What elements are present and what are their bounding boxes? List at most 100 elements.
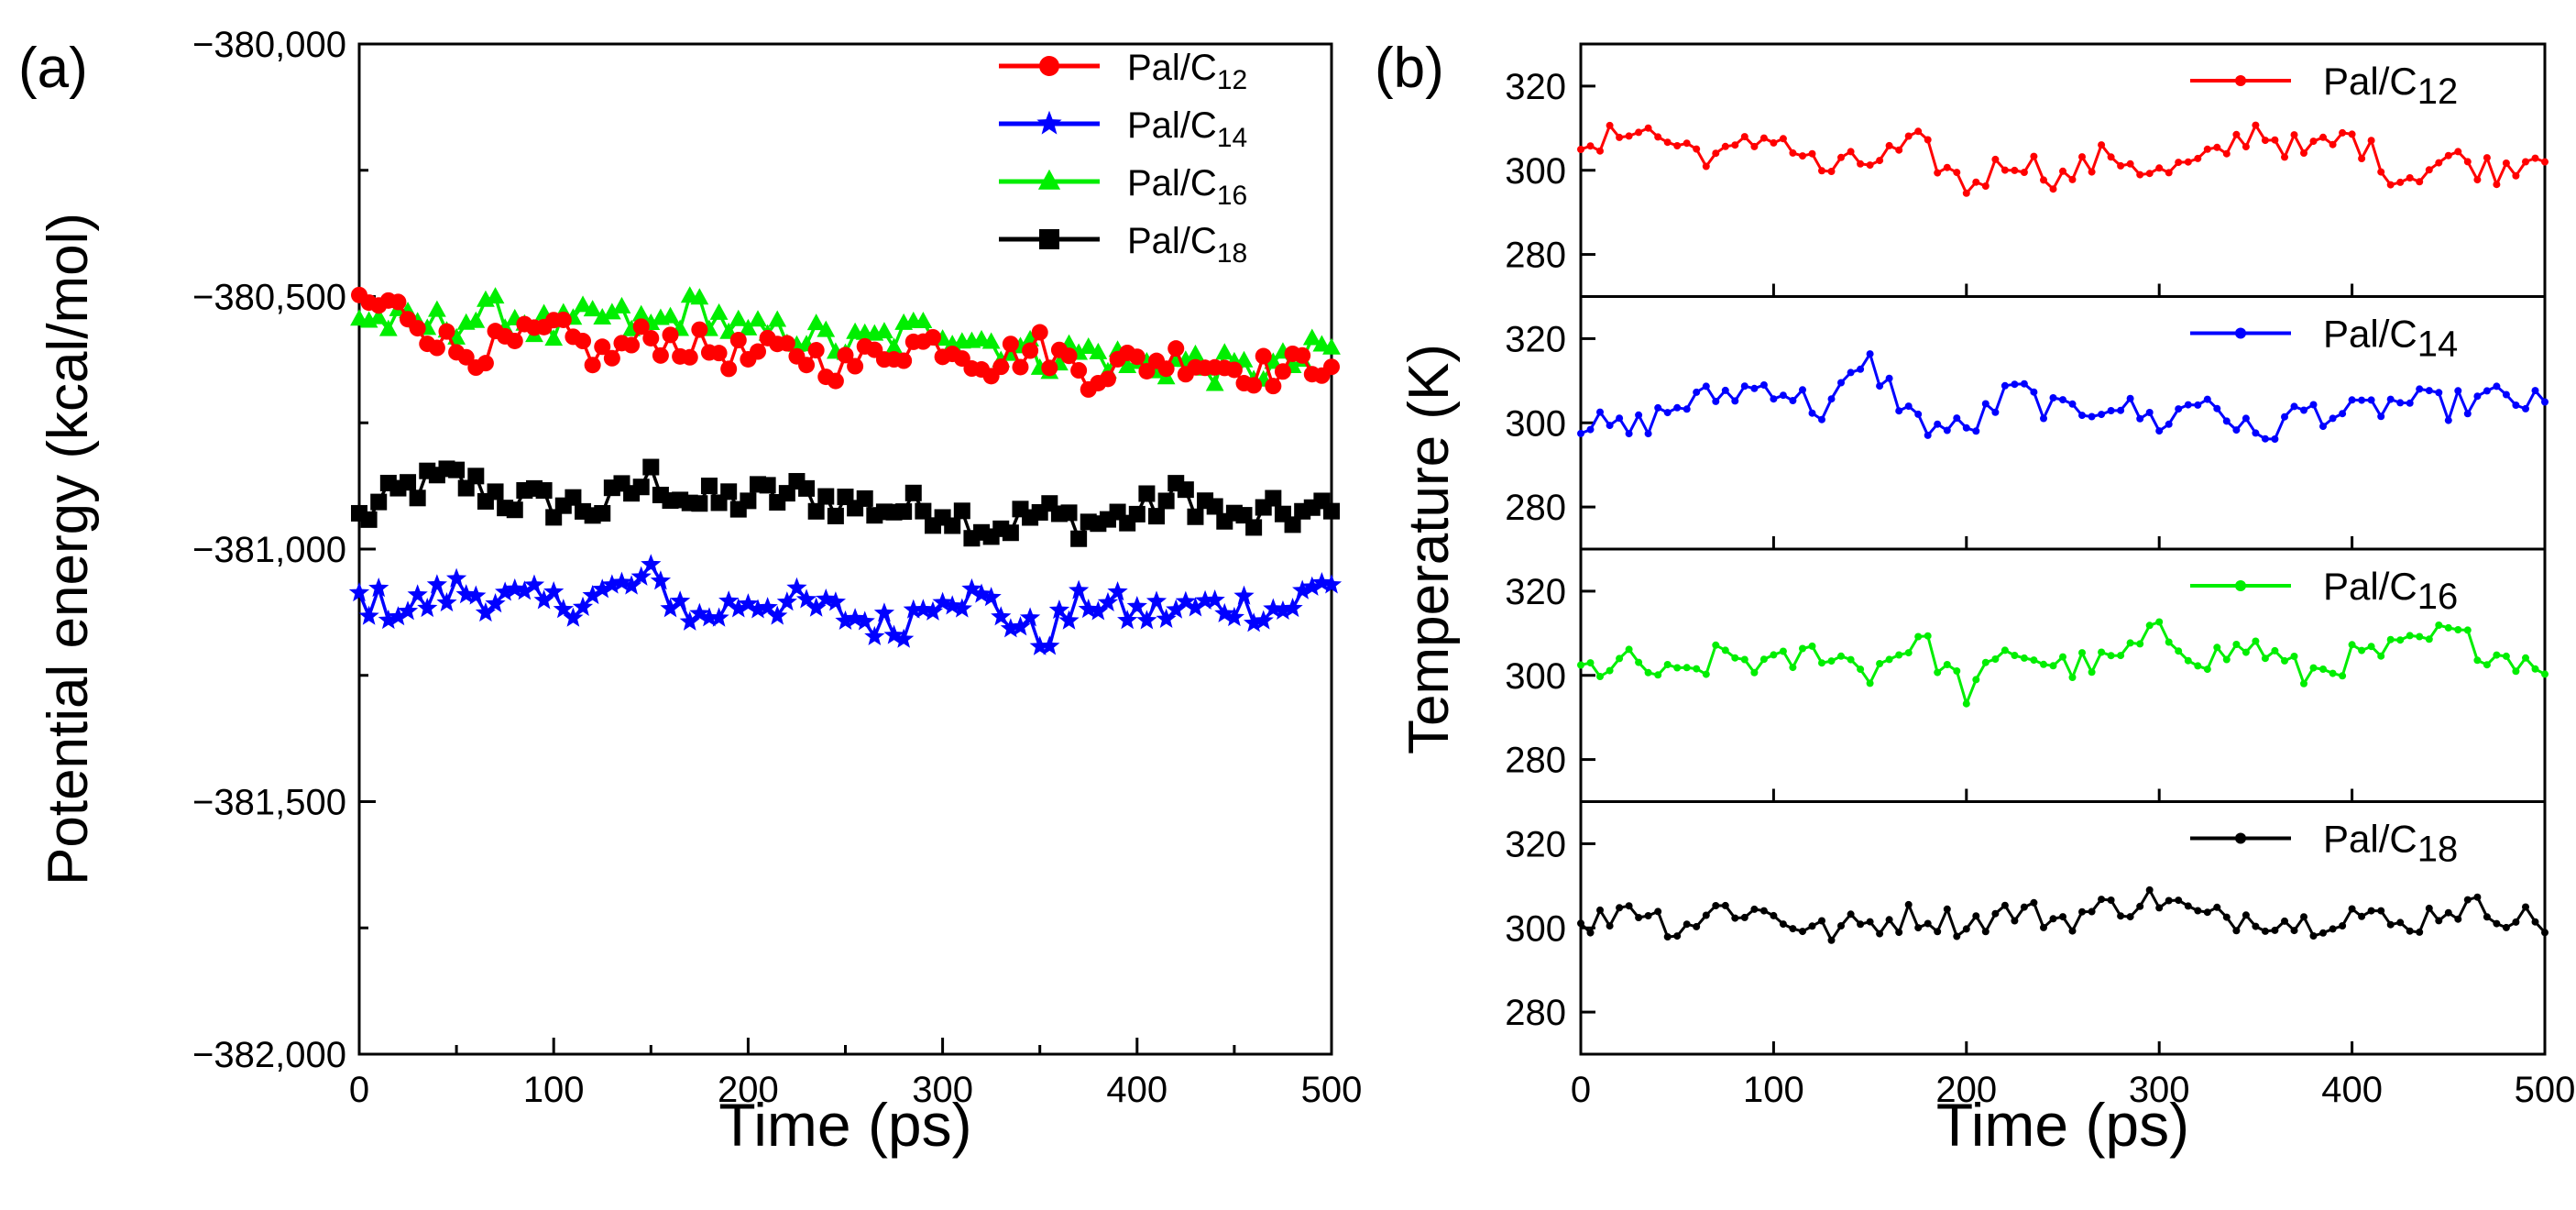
data-point xyxy=(1625,132,1633,140)
data-point xyxy=(1157,492,1175,510)
data-point xyxy=(1962,699,1970,708)
data-point xyxy=(1885,655,1893,664)
data-point xyxy=(2098,648,2106,656)
y-tick-label: 300 xyxy=(1505,656,1566,697)
data-point xyxy=(1243,612,1265,632)
data-point xyxy=(2203,908,2211,917)
data-point xyxy=(2339,410,2347,418)
data-point xyxy=(1876,930,1884,938)
data-point xyxy=(1847,148,1855,156)
data-point xyxy=(1039,635,1060,655)
data-point xyxy=(397,600,419,621)
y-tick-label: −380,000 xyxy=(192,25,346,65)
data-point xyxy=(2435,917,2443,925)
data-point xyxy=(623,336,641,354)
data-point xyxy=(2358,912,2366,920)
data-point xyxy=(2319,133,2327,141)
subplot-pal-c12: 280 300 320 Pal/C12 xyxy=(1505,42,2549,298)
data-point xyxy=(2068,927,2077,935)
data-point xyxy=(2136,902,2144,910)
data-point xyxy=(1128,348,1145,366)
y-tick-label: 300 xyxy=(1505,403,1566,444)
data-point xyxy=(378,319,398,336)
data-point xyxy=(1089,342,1108,359)
data-point xyxy=(2386,635,2395,644)
data-point xyxy=(2252,637,2260,645)
data-point xyxy=(2309,664,2318,672)
data-point xyxy=(368,578,389,598)
data-point xyxy=(1606,922,1614,930)
data-point xyxy=(2329,925,2337,933)
data-point xyxy=(2020,169,2028,176)
data-point xyxy=(729,309,748,326)
data-point xyxy=(438,323,455,340)
data-point xyxy=(1885,374,1893,382)
data-point xyxy=(1586,929,1595,937)
data-point xyxy=(1136,610,1157,630)
data-point xyxy=(2117,912,2125,920)
data-point xyxy=(1943,661,1951,668)
data-point xyxy=(806,314,826,331)
data-point xyxy=(378,609,399,630)
data-point xyxy=(1847,655,1855,664)
data-point xyxy=(1837,922,1845,930)
data-point xyxy=(2184,902,2192,910)
data-point xyxy=(370,493,388,511)
data-point xyxy=(1225,361,1243,379)
data-point xyxy=(864,625,885,646)
data-point xyxy=(1107,581,1128,601)
x-tick-label: 100 xyxy=(1743,1070,1804,1110)
data-point xyxy=(2406,174,2414,182)
data-point xyxy=(2175,647,2183,655)
data-point xyxy=(428,339,445,357)
data-point xyxy=(2377,412,2385,421)
data-point xyxy=(523,574,545,594)
data-point xyxy=(1789,925,1797,933)
data-point xyxy=(1060,504,1078,522)
data-point xyxy=(2309,932,2318,940)
data-point xyxy=(2300,149,2307,157)
data-point xyxy=(2011,166,2019,174)
data-point xyxy=(1292,579,1313,600)
data-point xyxy=(895,503,913,521)
data-point xyxy=(2213,644,2221,652)
data-point xyxy=(827,372,844,390)
data-point xyxy=(720,360,738,378)
data-point xyxy=(2049,662,2057,670)
data-point xyxy=(2300,913,2307,921)
data-point xyxy=(1962,189,1970,197)
data-point xyxy=(2290,927,2298,935)
x-tick-label: 300 xyxy=(2129,1070,2190,1110)
data-point xyxy=(632,478,650,496)
data-point xyxy=(2531,665,2539,673)
data-point xyxy=(1233,585,1255,605)
data-point xyxy=(417,597,438,618)
x-tick-label: 200 xyxy=(1935,1070,1997,1110)
data-point xyxy=(1625,902,1633,910)
data-point xyxy=(1663,933,1672,940)
data-point xyxy=(1253,610,1274,630)
data-point xyxy=(1770,395,1778,403)
data-point xyxy=(1740,913,1748,921)
data-point xyxy=(1779,391,1787,400)
subplot-pal-c14: 280 300 320 Pal/C14 xyxy=(1505,295,2549,551)
data-point xyxy=(1953,414,1961,423)
data-point xyxy=(2502,160,2510,167)
data-point xyxy=(1827,168,1836,175)
data-point xyxy=(2194,154,2202,162)
data-point xyxy=(1301,576,1322,596)
legend-marker xyxy=(1036,110,1062,135)
data-point xyxy=(2502,390,2510,399)
data-point xyxy=(2213,903,2221,911)
data-point xyxy=(2030,152,2038,160)
data-point xyxy=(1138,362,1156,380)
data-point xyxy=(1924,136,1932,144)
data-point xyxy=(798,479,816,497)
data-point xyxy=(466,311,486,328)
data-point xyxy=(1683,405,1691,413)
data-point xyxy=(1663,138,1672,147)
data-point xyxy=(2242,648,2250,656)
data-point xyxy=(2493,382,2501,390)
data-point xyxy=(1991,408,2000,416)
data-point xyxy=(660,598,681,618)
